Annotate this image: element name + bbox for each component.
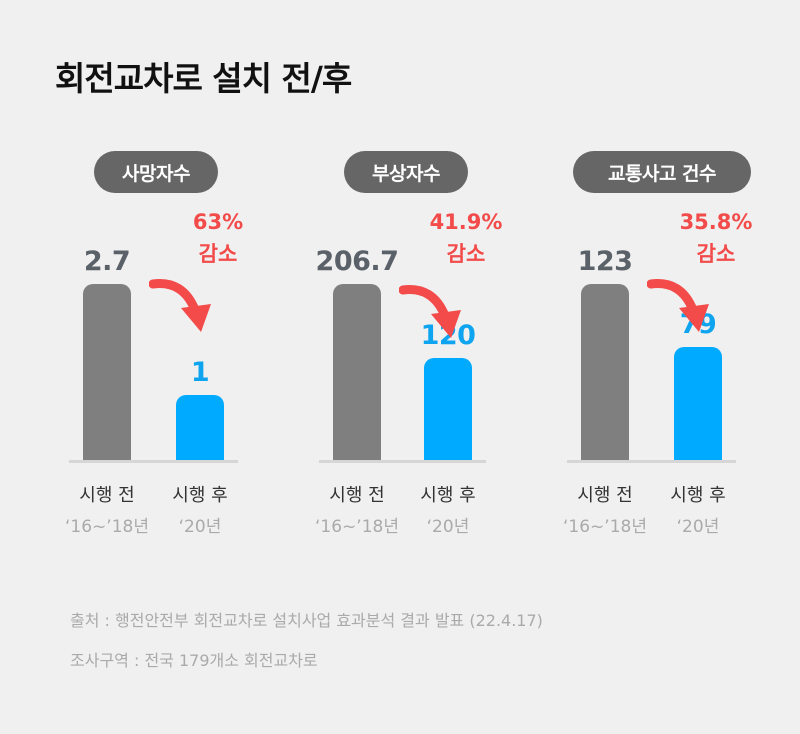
bar-before bbox=[333, 284, 381, 460]
x-tick-label: 시행 후 bbox=[172, 485, 228, 506]
bar-after bbox=[176, 394, 224, 460]
data-label-after: 1 bbox=[190, 356, 210, 388]
x-tick-period: ‘16~’18년 bbox=[65, 517, 149, 537]
x-tick-period: ‘16~’18년 bbox=[563, 517, 647, 537]
decrease-arrow-icon bbox=[149, 279, 211, 332]
data-label-before: 206.7 bbox=[315, 246, 399, 277]
x-tick-label: 시행 전 bbox=[79, 485, 135, 506]
chart-title-pill: 교통사고 건수 bbox=[573, 151, 751, 193]
change-percent: 35.8% bbox=[679, 210, 753, 234]
x-tick-label: 시행 전 bbox=[329, 485, 385, 506]
x-tick-period: ‘20년 bbox=[178, 517, 222, 537]
x-tick-period: ‘20년 bbox=[426, 517, 470, 537]
decrease-arrow-icon bbox=[647, 279, 709, 332]
change-percent: 63% bbox=[192, 210, 244, 234]
chart-title-pill: 부상자수 bbox=[344, 151, 468, 193]
bar-before bbox=[83, 284, 131, 460]
change-label: 감소 bbox=[198, 242, 238, 266]
bar-before bbox=[581, 284, 629, 460]
chart-baseline bbox=[567, 460, 736, 463]
change-label: 감소 bbox=[446, 242, 486, 266]
bar-after bbox=[674, 346, 722, 460]
chart-baseline bbox=[319, 460, 486, 463]
x-tick-label: 시행 후 bbox=[420, 485, 476, 506]
page-title: 회전교차로 설치 전/후 bbox=[55, 59, 352, 98]
decrease-arrow-icon bbox=[399, 285, 461, 338]
footer-region: 조사구역 : 전국 179개소 회전교차로 bbox=[70, 651, 318, 670]
x-tick-label: 시행 후 bbox=[670, 485, 726, 506]
footer-source: 출처 : 행전안전부 회전교차로 설치사업 효과분석 결과 발표 (22.4.1… bbox=[70, 611, 543, 630]
change-percent: 41.9% bbox=[429, 210, 503, 234]
x-tick-period: ‘20년 bbox=[676, 517, 720, 537]
data-label-before: 123 bbox=[577, 246, 633, 277]
x-tick-period: ‘16~’18년 bbox=[315, 517, 399, 537]
change-label: 감소 bbox=[696, 242, 736, 266]
chart-baseline bbox=[69, 460, 238, 463]
bar-after bbox=[424, 357, 472, 460]
x-tick-label: 시행 전 bbox=[577, 485, 633, 506]
data-label-before: 2.7 bbox=[83, 246, 131, 277]
chart-title-pill: 사망자수 bbox=[94, 151, 218, 193]
